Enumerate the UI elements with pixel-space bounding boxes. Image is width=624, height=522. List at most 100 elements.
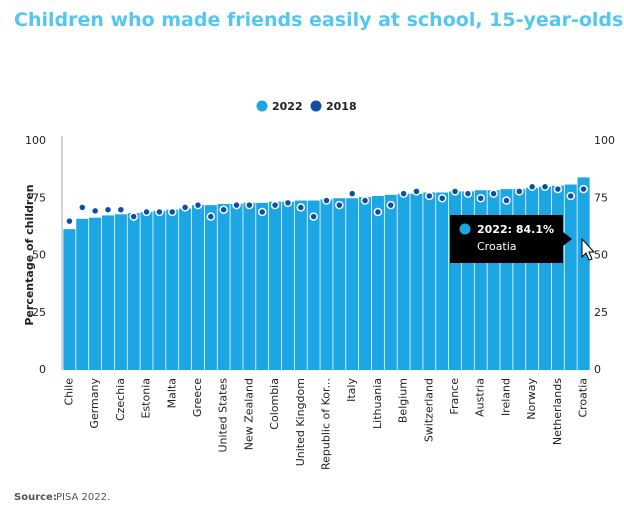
dot xyxy=(412,187,421,196)
bar xyxy=(76,218,89,370)
dot xyxy=(515,187,524,196)
x-tick-label: Estonia xyxy=(140,378,153,419)
source-text: PISA 2022. xyxy=(56,492,110,503)
x-tick-label: Ireland xyxy=(499,378,512,416)
dot xyxy=(283,198,293,208)
dot xyxy=(476,194,485,203)
bar xyxy=(436,192,449,370)
tooltip-category: Croatia xyxy=(477,240,517,253)
dot xyxy=(425,191,434,201)
dot xyxy=(309,212,318,221)
x-tick-label: Chile xyxy=(62,378,75,406)
source: Source: PISA 2022. xyxy=(14,492,110,503)
y-tick-label: 0 xyxy=(39,363,46,376)
dot xyxy=(502,196,511,205)
dot xyxy=(168,207,177,217)
bar xyxy=(166,209,179,370)
bar xyxy=(243,202,256,370)
bar xyxy=(269,201,282,370)
x-tick-label: Lithuania xyxy=(371,378,384,429)
dot xyxy=(90,206,100,216)
bar xyxy=(371,195,384,370)
x-tick-label: United States xyxy=(217,378,230,453)
dot xyxy=(129,212,138,221)
dot xyxy=(489,189,498,198)
legend-label: 2018 xyxy=(326,100,357,113)
legend-marker xyxy=(310,100,322,112)
x-tick-label: France xyxy=(448,378,461,415)
y-tick-label-right: 50 xyxy=(594,249,608,262)
y-tick-label-right: 100 xyxy=(594,134,615,147)
bar xyxy=(410,193,423,370)
bar xyxy=(230,203,243,370)
dot xyxy=(180,203,190,212)
dot xyxy=(360,196,370,205)
x-tick-label: Greece xyxy=(191,378,204,417)
bar xyxy=(551,185,564,370)
x-tick-label: Belgium xyxy=(397,378,410,423)
dot xyxy=(450,187,460,196)
y-tick-label: 100 xyxy=(25,134,46,147)
bar xyxy=(153,210,166,370)
source-label: Source: xyxy=(14,492,57,503)
dot xyxy=(386,200,396,210)
dot xyxy=(463,189,473,198)
dot xyxy=(193,200,203,210)
bar xyxy=(114,214,127,370)
bar xyxy=(281,201,294,370)
bar xyxy=(564,184,577,370)
dot xyxy=(155,207,164,217)
y-tick-label-right: 0 xyxy=(594,363,601,376)
bar xyxy=(538,186,552,370)
tooltip: 2022: 84.1% Croatia xyxy=(450,215,572,263)
bar xyxy=(577,177,590,370)
dot xyxy=(206,212,216,221)
y-axis-title: Percentage of children xyxy=(23,184,36,325)
dot xyxy=(142,207,151,217)
bar xyxy=(191,205,205,370)
bar xyxy=(346,198,359,370)
dot xyxy=(116,205,126,214)
x-tick-label: Netherlands xyxy=(551,378,564,445)
bar xyxy=(179,208,192,370)
y-tick-label: 50 xyxy=(32,249,46,262)
dot xyxy=(257,207,267,217)
bar xyxy=(294,200,307,370)
x-tick-label: Italy xyxy=(345,378,358,402)
legend-marker xyxy=(256,100,268,112)
bar xyxy=(63,229,76,370)
x-tick-label: Austria xyxy=(474,378,487,417)
x-tick-label: Republic of Kor... xyxy=(320,378,333,470)
dot xyxy=(245,200,254,210)
bar xyxy=(204,205,217,370)
dot xyxy=(65,216,74,226)
tooltip-text: 2022: 84.1% xyxy=(477,223,554,236)
dot xyxy=(103,205,113,214)
y-tick-label-right: 25 xyxy=(594,306,608,319)
bar xyxy=(333,198,346,370)
dot xyxy=(553,184,563,194)
y-tick-label: 25 xyxy=(32,306,46,319)
dot xyxy=(399,189,408,198)
tooltip-box xyxy=(450,215,572,263)
dot xyxy=(335,200,344,210)
bar xyxy=(384,194,397,370)
dot xyxy=(296,203,306,212)
dot xyxy=(566,191,575,201)
bar xyxy=(89,217,102,370)
x-tick-label: Germany xyxy=(88,378,101,429)
dot xyxy=(437,194,447,203)
x-tick-label: United Kingdom xyxy=(294,378,307,466)
bar xyxy=(140,211,153,370)
bar xyxy=(217,203,230,370)
dot xyxy=(347,189,357,198)
bar xyxy=(256,202,269,370)
cursor xyxy=(581,237,596,261)
x-tick-label: Malta xyxy=(165,378,178,408)
chart-title: Children who made friends easily at scho… xyxy=(14,9,623,31)
bar xyxy=(307,200,320,370)
dot xyxy=(232,200,241,210)
dot xyxy=(78,203,87,212)
x-tick-label: Switzerland xyxy=(422,378,435,442)
